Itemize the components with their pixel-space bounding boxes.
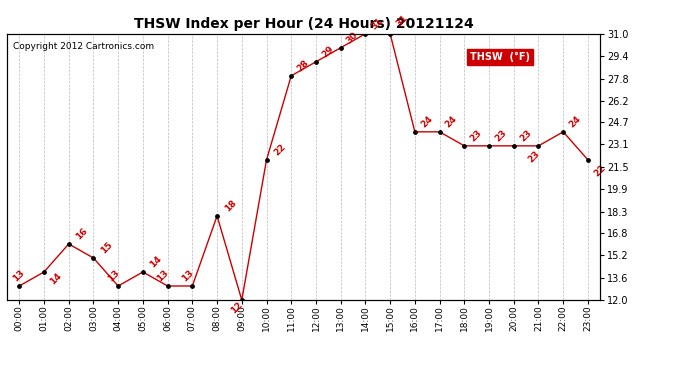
Text: 16: 16 (75, 226, 90, 242)
Point (335, 45, 346, 51)
Point (212, 213, 223, 219)
Point (187, 283, 198, 289)
Text: 15: 15 (99, 241, 115, 256)
Text: 13: 13 (106, 268, 121, 284)
Point (434, 129, 445, 135)
Text: 18: 18 (223, 198, 238, 214)
Text: 28: 28 (295, 58, 310, 74)
Text: 31: 31 (394, 13, 409, 29)
Point (162, 283, 173, 289)
Point (261, 157, 272, 163)
Text: 14: 14 (148, 255, 164, 270)
Text: 22: 22 (592, 164, 607, 178)
Point (582, 157, 593, 163)
Text: 24: 24 (567, 114, 582, 130)
Text: 31: 31 (370, 16, 385, 32)
Point (459, 143, 470, 149)
Text: THSW  (°F): THSW (°F) (470, 53, 530, 63)
Point (533, 143, 544, 149)
Point (236, 297, 247, 303)
Point (137, 269, 148, 275)
Text: 24: 24 (419, 114, 434, 130)
Text: 13: 13 (11, 268, 26, 284)
Title: THSW Index per Hour (24 Hours) 20121124: THSW Index per Hour (24 Hours) 20121124 (134, 17, 473, 31)
Point (409, 129, 420, 135)
Text: 22: 22 (272, 142, 287, 158)
Text: 24: 24 (444, 114, 459, 130)
Text: 23: 23 (526, 149, 541, 165)
Point (63, 241, 75, 247)
Text: 23: 23 (469, 129, 484, 144)
Point (360, 31, 371, 37)
Point (558, 129, 569, 135)
Point (39, 269, 50, 275)
Text: Copyright 2012 Cartronics.com: Copyright 2012 Cartronics.com (13, 42, 154, 51)
Point (310, 59, 322, 65)
Text: 23: 23 (493, 129, 509, 144)
Text: 30: 30 (345, 30, 360, 46)
Text: 13: 13 (180, 268, 195, 284)
Point (112, 283, 124, 289)
Text: 29: 29 (320, 44, 335, 60)
Point (384, 31, 395, 37)
Point (509, 143, 520, 149)
Point (484, 143, 495, 149)
Point (88, 255, 99, 261)
Point (14, 283, 25, 289)
Text: 23: 23 (518, 129, 533, 144)
Text: 12: 12 (229, 301, 244, 316)
Text: 14: 14 (48, 271, 63, 286)
Point (286, 73, 297, 79)
Text: 13: 13 (155, 268, 170, 284)
